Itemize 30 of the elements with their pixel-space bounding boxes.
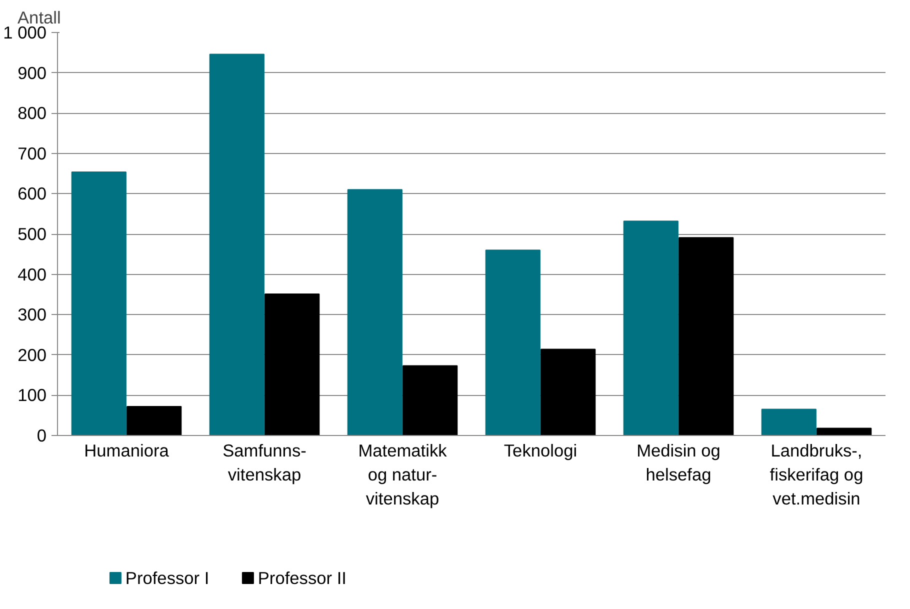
legend-label: Professor I (125, 568, 210, 588)
bar (540, 348, 596, 436)
bar (71, 171, 126, 436)
bar (816, 428, 872, 436)
bar (623, 220, 678, 436)
y-tick-label: 0 (36, 426, 47, 446)
bar (402, 365, 458, 436)
y-tick-label: 200 (18, 344, 47, 365)
bar (761, 408, 816, 436)
legend-label: Professor II (258, 568, 346, 588)
y-tick-label: 800 (18, 103, 47, 124)
bar (264, 294, 320, 436)
x-tick-label: Humaniora (84, 440, 170, 460)
x-tick-label: Landbruks-, fiskerifag og vet.medisin (770, 440, 864, 508)
y-tick-label: 600 (18, 184, 47, 204)
y-tick-label: 400 (18, 264, 47, 284)
y-tick-label: 700 (18, 143, 47, 164)
x-tick-label: Matematikk og natur- vitenskap (358, 440, 448, 508)
bar (209, 54, 264, 436)
x-tick-label: Teknologi (504, 440, 578, 460)
bar (126, 406, 182, 436)
y-tick-label: 100 (18, 385, 47, 406)
x-tick-label: Samfunns- vitenskap (222, 440, 306, 484)
y-tick-label: 300 (18, 304, 47, 325)
bar (485, 250, 540, 436)
bar (347, 189, 402, 436)
y-tick-label: 500 (18, 224, 47, 244)
y-tick-label: 900 (18, 62, 47, 83)
x-tick-label: Medisin og helsefag (636, 440, 720, 484)
bar (678, 237, 734, 436)
